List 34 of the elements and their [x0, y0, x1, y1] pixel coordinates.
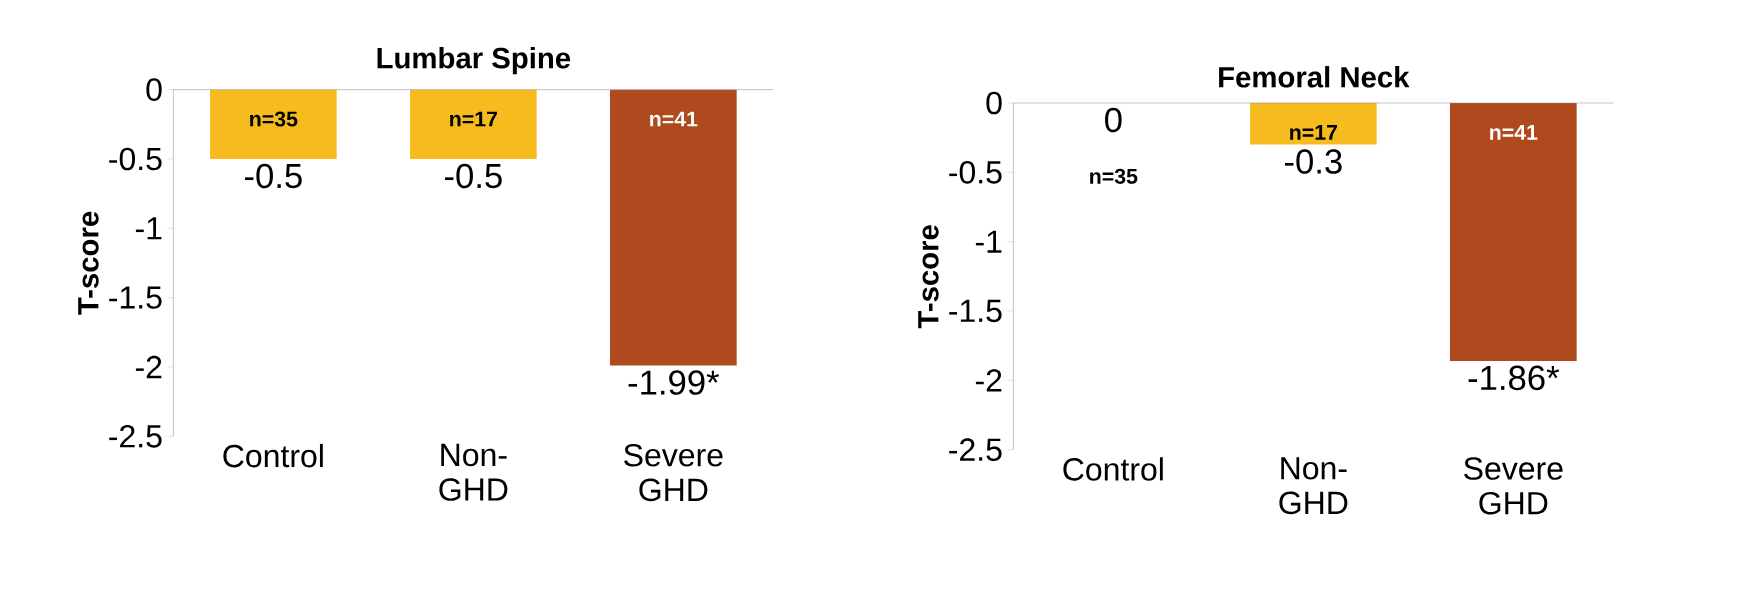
data-label: -0.3 [1285, 149, 1342, 174]
y-tick-label: -0.5 [949, 161, 1002, 184]
y-tick-label: -1.5 [949, 299, 1002, 323]
y-axis-title: T-score [78, 211, 99, 315]
y-tick-label: -0.5 [109, 147, 162, 171]
y-tick-label: -2.5 [109, 425, 162, 448]
y-tick-label: -1 [135, 217, 162, 240]
annotation: n=41 [1490, 124, 1538, 140]
data-label: -1.86* [1468, 365, 1560, 391]
data-label: -0.5 [245, 163, 302, 189]
x-tick-label: Non-GHD [1279, 457, 1348, 515]
chart-title: Femoral Neck [1219, 66, 1410, 88]
data-label: -0.5 [445, 163, 502, 189]
x-tick-label: Severe GHD [1464, 457, 1563, 515]
y-tick-label: 0 [146, 78, 162, 101]
annotation: n=35 [1090, 168, 1138, 184]
y-tick-label: -2.5 [949, 438, 1002, 461]
annotation: n=41 [650, 111, 698, 127]
data-label: -1.99* [628, 370, 720, 395]
y-tick-label: 0 [986, 91, 1002, 115]
data-label: 0 [1105, 107, 1122, 133]
y-tick-label: -2 [975, 369, 1002, 392]
y-tick-label: -2 [135, 355, 162, 379]
x-tick-label: Non-GHD [439, 443, 508, 501]
y-tick-label: -1.5 [109, 286, 162, 309]
x-tick-label: Severe GHD [624, 443, 723, 502]
annotation: n=17 [1290, 124, 1337, 140]
x-tick-label: Control [1063, 457, 1163, 481]
annotation: n=17 [450, 111, 498, 127]
y-axis-title: T-score [918, 225, 939, 329]
annotation: n=35 [250, 111, 298, 127]
chart-title: Lumbar Spine [377, 46, 571, 75]
x-tick-label: Control [223, 443, 323, 468]
y-tick-label: -1 [975, 230, 1002, 253]
